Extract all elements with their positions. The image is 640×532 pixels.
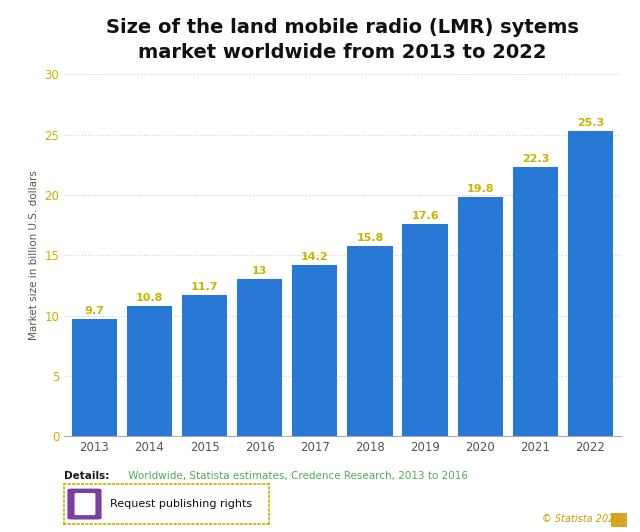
Text: 9.7: 9.7 [84, 306, 104, 316]
Text: 22.3: 22.3 [522, 154, 549, 164]
Text: 25.3: 25.3 [577, 118, 604, 128]
Title: Size of the land mobile radio (LMR) sytems
market worldwide from 2013 to 2022: Size of the land mobile radio (LMR) syte… [106, 18, 579, 62]
Text: 11.7: 11.7 [191, 282, 218, 292]
Bar [292, 265, 337, 436]
FancyBboxPatch shape [68, 489, 101, 519]
Bar [127, 306, 172, 436]
Text: 17.6: 17.6 [412, 211, 439, 221]
Text: 19.8: 19.8 [467, 185, 494, 195]
Bar [568, 131, 613, 436]
Text: © Statista 2021: © Statista 2021 [542, 514, 621, 524]
Bar [72, 319, 117, 436]
Y-axis label: Market size in billion U.S. dollars: Market size in billion U.S. dollars [29, 170, 38, 340]
Text: 14.2: 14.2 [301, 252, 329, 262]
Bar [458, 197, 503, 436]
Text: Worldwide, Statista estimates, Credence Research, 2013 to 2016: Worldwide, Statista estimates, Credence … [125, 471, 468, 481]
Bar [182, 295, 227, 436]
Text: Details:: Details: [64, 471, 109, 481]
FancyBboxPatch shape [76, 494, 95, 514]
Text: 15.8: 15.8 [356, 232, 383, 243]
Bar [237, 279, 282, 436]
Text: 13: 13 [252, 267, 268, 277]
Text: 10.8: 10.8 [136, 293, 163, 303]
Bar [403, 224, 448, 436]
Text: Request publishing rights: Request publishing rights [109, 499, 252, 509]
Bar [513, 168, 558, 436]
Bar [348, 246, 392, 436]
